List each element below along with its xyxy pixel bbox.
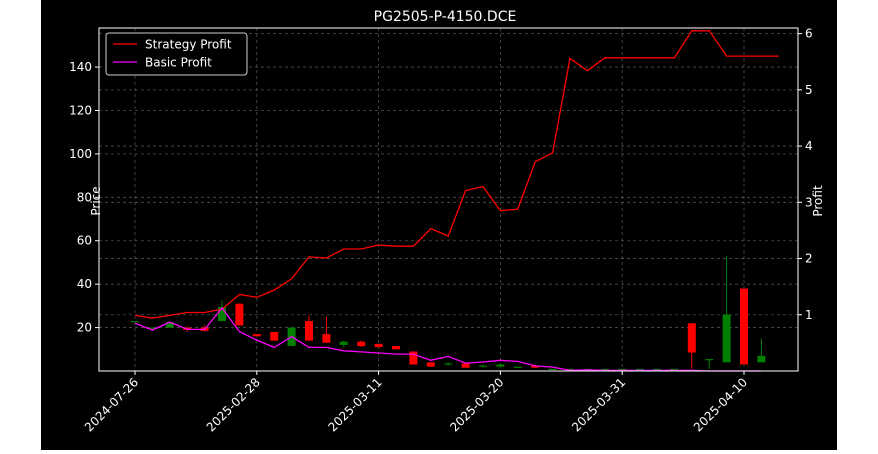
right-tick-label: 2 [805, 252, 813, 266]
candle-body [305, 321, 313, 341]
chart-title: PG2505-P-4150.DCE [374, 9, 517, 25]
candle-body [426, 362, 435, 367]
candle-body [740, 288, 748, 365]
chart-figure: 20 40 60 80 100 120 140 1 2 3 4 5 6 2024-07-26 2025-… [41, 0, 837, 450]
candle-body [479, 365, 487, 367]
candle-body [339, 341, 348, 345]
candle-body [444, 363, 453, 365]
candle-body [670, 368, 679, 371]
legend: Strategy Profit Basic Profit [105, 32, 248, 76]
grid [99, 28, 798, 371]
x-tick-label: 2025-02-28 [204, 375, 263, 434]
profit-lines [134, 30, 779, 372]
candle-body [566, 368, 574, 371]
candle-body [653, 368, 661, 371]
series-line-strategy-profit [134, 30, 779, 319]
candle-body [218, 306, 226, 322]
candle-body [392, 346, 400, 350]
left-tick-label: 140 [69, 60, 92, 74]
right-tick-label: 3 [805, 195, 813, 209]
x-tick-label: 2025-03-31 [569, 375, 628, 434]
candle-body [635, 368, 644, 371]
legend-box [105, 32, 248, 76]
left-tick-label: 100 [69, 147, 92, 161]
candle-body [270, 331, 279, 341]
candle-body [531, 365, 540, 368]
right-axis-ticks: 1 2 3 4 5 6 [798, 27, 813, 322]
right-tick-label: 6 [805, 27, 813, 41]
x-tick-label: 2024-07-26 [82, 375, 141, 434]
candle-body [322, 334, 331, 343]
chart-svg: 20 40 60 80 100 120 140 1 2 3 4 5 6 2024-07-26 2025-… [69, 9, 825, 434]
candle-body [548, 368, 557, 371]
right-axis-label: Profit [811, 185, 825, 217]
x-tick-label: 2025-03-11 [326, 375, 385, 434]
candle-body [705, 359, 714, 361]
candle-body [357, 341, 366, 347]
series-line-basic-profit [134, 306, 762, 372]
plot-frame [98, 27, 799, 372]
right-tick-label: 4 [805, 139, 813, 153]
left-tick-label: 20 [77, 321, 92, 335]
left-tick-label: 80 [77, 190, 92, 204]
candle-body [165, 322, 174, 328]
candle-body [757, 355, 766, 363]
candle-body [513, 366, 522, 368]
candle-body [496, 364, 505, 367]
candle-body [461, 363, 470, 368]
x-axis-ticks: 2024-07-26 2025-02-28 2025-03-11 2025-03-20… [82, 371, 750, 434]
right-tick-label: 5 [805, 83, 813, 97]
candle-body [374, 343, 383, 348]
candle-body [722, 314, 731, 363]
candle-body [618, 368, 627, 371]
left-tick-label: 120 [69, 103, 92, 117]
left-tick-label: 60 [77, 234, 92, 248]
x-tick-label: 2025-03-20 [447, 375, 506, 434]
right-tick-label: 1 [805, 308, 813, 322]
candle-body [131, 321, 139, 323]
legend-label-basic: Basic Profit [145, 56, 212, 70]
candle-body [687, 323, 696, 353]
candle-body [600, 368, 609, 371]
candle-body [252, 334, 261, 337]
candle-body [148, 327, 157, 329]
left-axis-label: Price [89, 186, 103, 215]
candle-body [235, 303, 244, 326]
candle-body [183, 327, 192, 330]
left-axis-ticks: 20 40 60 80 100 120 140 [69, 60, 99, 335]
x-tick-label: 2025-04-10 [691, 375, 750, 434]
legend-label-strategy: Strategy Profit [145, 38, 232, 52]
left-tick-label: 40 [77, 277, 92, 291]
candle-body [409, 351, 418, 365]
